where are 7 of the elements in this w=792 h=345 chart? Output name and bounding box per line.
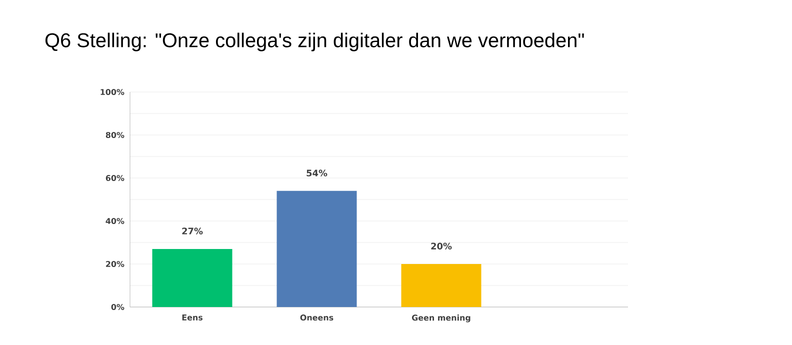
bar (401, 264, 482, 307)
bar (276, 190, 357, 307)
chart-title: Q6 Stelling: "Onze collega's zijn digitaler dan we vermoeden" (45, 32, 584, 52)
data-label: 54% (306, 170, 328, 176)
data-label: 27% (182, 228, 203, 234)
data-label: 20% (431, 242, 452, 250)
bar (152, 248, 232, 307)
